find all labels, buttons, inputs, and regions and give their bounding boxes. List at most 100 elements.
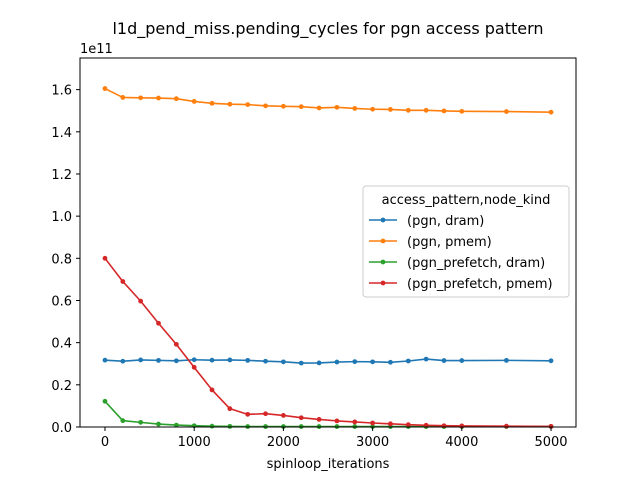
data-point [548,358,554,364]
data-point [156,357,161,363]
data-point [102,255,108,261]
data-point [263,103,268,109]
series-0 [102,356,554,366]
data-point [209,387,215,393]
series-line [104,87,552,113]
data-point [352,419,358,425]
data-point [441,108,447,114]
legend-label: (pgn_prefetch, pmem) [407,277,553,292]
data-point [459,108,465,114]
data-point [138,95,144,101]
x-tick-label: 1000 [178,435,211,450]
data-point [370,359,376,365]
data-point [405,107,411,113]
data-point [263,358,268,364]
y-tick-label: 1.0 [51,210,72,225]
data-point [156,95,161,101]
data-point [120,279,126,284]
data-point [120,418,126,424]
chart-title: l1d_pend_miss.pending_cycles for pgn acc… [112,19,543,39]
series-line [104,400,552,428]
data-point [370,106,376,112]
x-tick-label: 4000 [445,435,478,450]
legend-entry: (pgn_prefetch, pmem) [369,277,553,292]
data-point [548,109,554,115]
data-point [227,357,233,363]
legend: access_pattern,node_kind (pgn, dram)(pgn… [362,185,570,298]
data-point [280,103,286,109]
data-point [227,101,233,107]
data-point [298,104,304,110]
legend-entry: (pgn_prefetch, dram) [369,256,545,271]
data-point [316,105,322,111]
data-point [209,357,215,363]
data-point [405,422,411,428]
data-point [388,359,393,365]
data-point [423,356,429,362]
y-tick-label: 1.4 [51,126,72,141]
data-point [245,102,251,107]
data-point [352,359,358,365]
data-point [245,357,251,363]
legend-label: (pgn_prefetch, dram) [407,256,545,271]
y-tick-label: 0.4 [51,337,72,352]
data-point [504,423,509,429]
legend-title: access_pattern,node_kind [382,193,551,208]
axis-ticks: 0 1000 2000 3000 4000 5000 0.0 0.2 0.4 0.6 0.8 1.0 1… [51,84,567,450]
data-point [173,358,179,364]
series-line [104,358,552,364]
data-point [504,357,509,363]
data-point [280,359,286,365]
data-point [156,320,161,326]
data-point [316,360,322,366]
legend-swatch-marker [380,217,386,223]
x-axis-label: spinloop_iterations [267,457,390,472]
data-point [227,423,233,429]
data-point [504,109,509,114]
data-point [191,364,197,370]
data-point [316,417,322,422]
series-2 [102,398,554,429]
legend-entry: (pgn, dram) [369,214,484,229]
data-point [173,341,179,347]
data-point [423,107,429,113]
plot-area-frame [79,57,577,428]
data-point [370,420,376,426]
data-point [334,418,340,424]
y-offset-label: 1e11 [80,42,113,57]
data-point [459,358,465,363]
series-3 [102,255,554,429]
data-point [209,100,215,106]
data-point [388,107,393,112]
y-tick-label: 1.2 [51,168,72,183]
data-point [280,413,286,418]
data-point [138,419,144,425]
data-point [173,96,179,102]
data-point [156,421,161,427]
data-point [548,423,554,429]
data-point [227,406,233,412]
data-point [173,422,179,428]
legend-entry: (pgn, pmem) [369,235,492,250]
y-tick-label: 1.6 [51,84,72,99]
x-tick-label: 0 [101,435,109,450]
legend-label: (pgn, pmem) [407,235,492,250]
data-point [405,358,411,364]
y-tick-label: 0.0 [51,421,72,436]
legend-entries: (pgn, dram) (pgn, pmem) (pgn_prefetch, dra… [369,214,553,292]
data-point [441,358,447,363]
data-point [334,104,340,110]
data-point [102,398,108,404]
legend-label: (pgn, dram) [407,214,484,229]
y-tick-label: 0.2 [51,379,72,394]
data-point [298,415,304,421]
legend-swatch-marker [380,238,386,244]
y-tick-label: 0.8 [51,252,72,267]
data-point [138,357,144,363]
legend-swatch-marker [380,259,386,265]
data-point [352,105,358,111]
data-point [120,358,126,364]
x-tick-label: 3000 [356,435,389,450]
series-1 [102,86,554,115]
